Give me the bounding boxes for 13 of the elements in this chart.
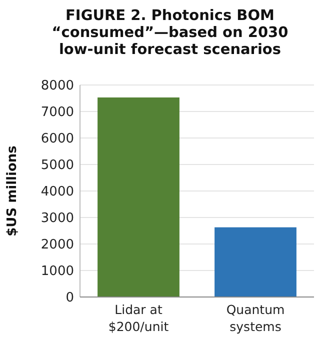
y-tick-label: 0 [66,290,74,306]
chart-title: FIGURE 2. Photonics BOM “consumed”—based on 2030 low-unit forecast scenarios [52,8,288,58]
x-tick-label: Quantum systems [226,302,285,334]
y-tick-label: 8000 [40,78,74,94]
y-tick-label: 6000 [40,132,74,147]
y-tick-label: 2000 [40,238,74,253]
x-tick-label: Lidar at $200/unit [108,302,169,334]
y-tick-label: 3000 [40,211,74,226]
y-tick-label: 1000 [40,264,74,280]
y-tick-label: 5000 [40,158,74,174]
y-tick-label: 4000 [40,184,74,200]
y-axis-title: $US millions [5,145,20,236]
y-tick-label: 7000 [40,105,74,120]
